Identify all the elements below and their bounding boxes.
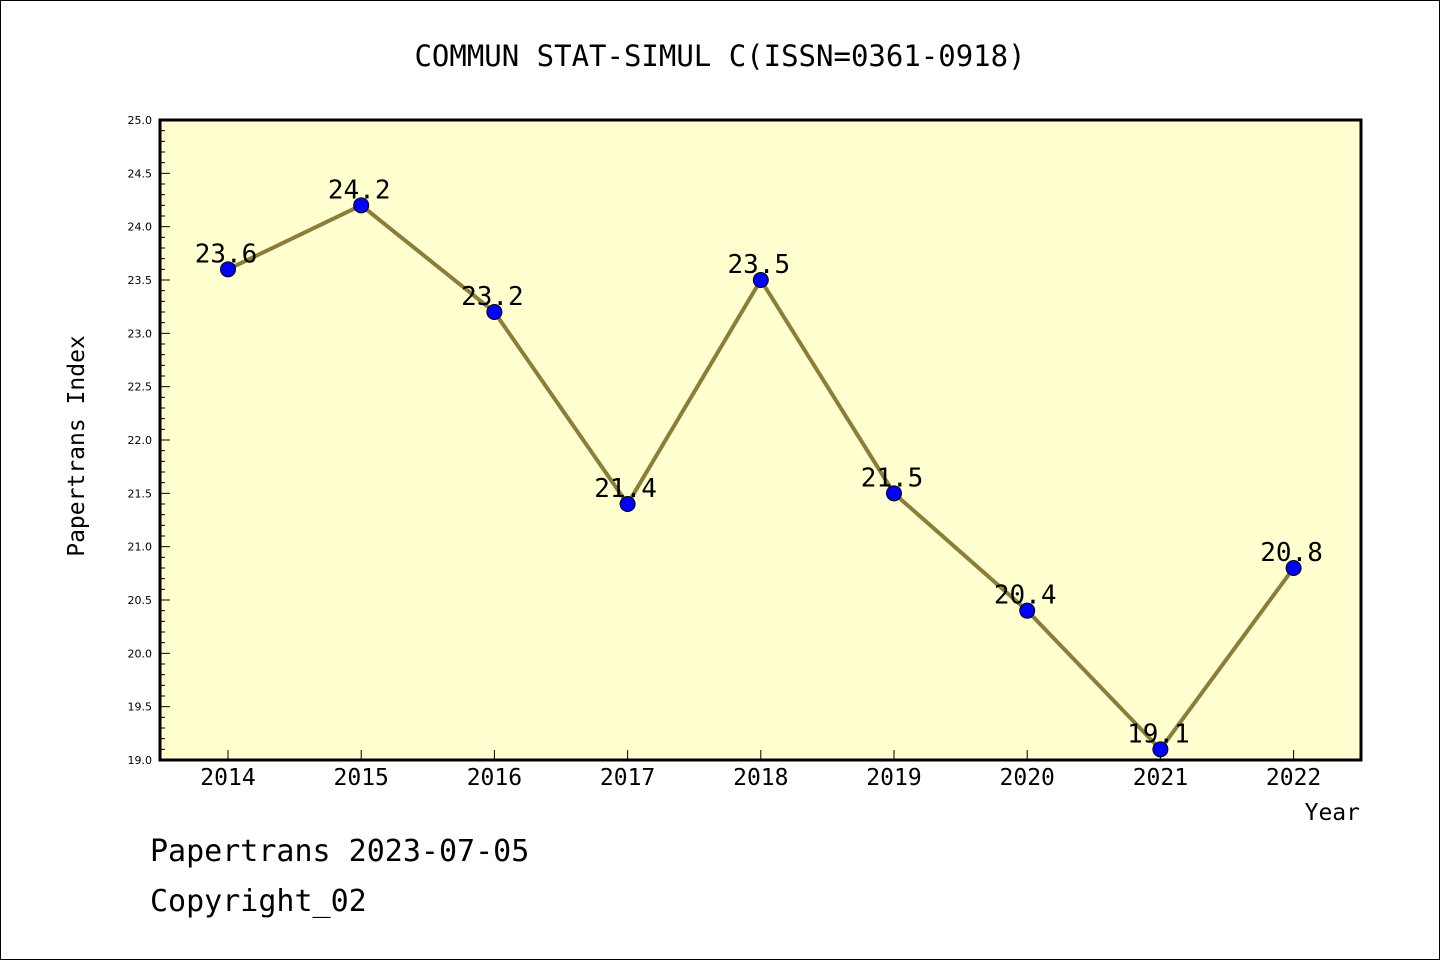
- x-tick-label: 2021: [1133, 765, 1188, 791]
- y-tick-label: 22.0: [128, 434, 153, 447]
- data-point: [1019, 602, 1036, 619]
- x-tick-label: 2017: [600, 765, 655, 791]
- x-tick-label: 2014: [200, 765, 255, 791]
- y-tick-label: 24.5: [128, 167, 153, 180]
- data-point: [353, 197, 370, 214]
- y-tick-label: 22.5: [128, 381, 153, 394]
- data-label: 20.8: [1260, 538, 1323, 568]
- x-tick-label: 2015: [334, 765, 389, 791]
- x-tick-label: 2022: [1266, 765, 1321, 791]
- data-label: 23.2: [461, 282, 524, 312]
- data-point: [886, 485, 902, 502]
- data-labels: 23.6 24.2 23.2 21.4 23.5 21.5 20.4 19.1 20.8: [195, 175, 1323, 749]
- x-tick-label: 2018: [733, 765, 788, 791]
- x-axis-label: Year: [1305, 800, 1360, 826]
- y-tick-label: 20.5: [128, 594, 153, 607]
- y-tick-label: 25.0: [128, 114, 153, 127]
- data-point: [220, 261, 236, 278]
- y-tick-label: 19.5: [128, 701, 153, 714]
- data-point: [1152, 741, 1169, 758]
- y-axis: 19.0 19.5 20.0 20.5 21.0 21.5 22.0 22.5 23.0 23.5…: [128, 114, 170, 767]
- x-tick-label: 2020: [1000, 765, 1055, 791]
- x-axis: 2014 2015 2016 2017 2018 2019 2020 2021 2022: [200, 750, 1321, 791]
- data-label: 21.4: [594, 474, 657, 504]
- y-tick-label: 20.0: [128, 647, 153, 660]
- data-point: [1285, 560, 1302, 576]
- data-label: 23.5: [727, 250, 790, 280]
- y-tick-label: 23.5: [128, 274, 153, 287]
- data-label: 21.5: [861, 463, 924, 493]
- y-tick-label: 21.5: [128, 487, 153, 500]
- chart-title: COMMUN STAT-SIMUL C(ISSN=0361-0918): [414, 39, 1025, 73]
- data-point: [752, 272, 769, 288]
- y-tick-label: 21.0: [128, 541, 153, 554]
- data-label: 20.4: [994, 581, 1057, 611]
- data-point: [619, 496, 636, 512]
- plot-area: [158, 118, 1363, 762]
- y-tick-label: 24.0: [128, 221, 153, 234]
- data-label: 24.2: [328, 175, 391, 205]
- x-tick-label: 2016: [467, 765, 522, 791]
- y-tick-label: 23.0: [128, 327, 153, 340]
- data-point: [486, 304, 503, 320]
- footer-date: Papertrans 2023-07-05: [150, 834, 530, 869]
- data-label: 19.1: [1127, 719, 1190, 749]
- data-label: 23.6: [195, 239, 258, 269]
- footer-copyright: Copyright_02: [150, 884, 367, 919]
- x-tick-label: 2019: [866, 765, 921, 791]
- y-tick-label: 19.0: [128, 754, 153, 767]
- y-axis-label: Papertrans Index: [64, 335, 90, 557]
- data-markers: [220, 197, 1302, 758]
